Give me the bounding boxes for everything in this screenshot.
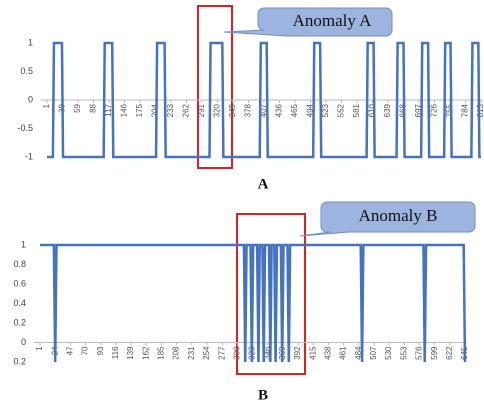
x-tick-label: 436 xyxy=(275,103,284,117)
anomaly-box xyxy=(236,213,306,375)
x-tick-label: 530 xyxy=(384,346,393,360)
x-tick-label: 576 xyxy=(415,346,424,360)
x-tick-label: 116 xyxy=(111,346,120,359)
y-tick-label: -1 xyxy=(25,151,33,161)
y-tick-label: 0 xyxy=(28,94,33,104)
series-line xyxy=(47,41,481,159)
x-tick-label: 93 xyxy=(96,346,105,355)
callout xyxy=(299,201,476,237)
x-tick-label: 599 xyxy=(430,346,439,360)
x-tick-label: 117 xyxy=(104,103,113,116)
x-tick-label: 461 xyxy=(339,346,348,360)
x-tick-label: 553 xyxy=(399,346,408,360)
caption: A xyxy=(258,176,269,192)
x-tick-label: 755 xyxy=(445,103,454,117)
x-tick-label: 1 xyxy=(35,346,44,351)
x-tick-label: 59 xyxy=(73,103,82,112)
series-line xyxy=(40,243,467,363)
x-tick-label: 320 xyxy=(213,103,222,117)
x-tick-label: 639 xyxy=(383,103,392,117)
x-tick-label: 697 xyxy=(414,103,423,117)
y-tick-label: 0.6 xyxy=(13,278,26,288)
x-tick-label: 146 xyxy=(120,103,129,117)
x-tick-label: 233 xyxy=(166,103,175,117)
y-tick-label: 0.4 xyxy=(13,298,26,308)
y-tick-label: 0.8 xyxy=(13,259,26,269)
x-tick-label: 277 xyxy=(217,346,226,360)
x-tick-label: 208 xyxy=(172,346,181,360)
x-tick-label: 254 xyxy=(202,346,211,360)
x-tick-label: 291 xyxy=(197,103,206,117)
x-tick-label: 162 xyxy=(141,346,150,360)
anomaly-box xyxy=(197,5,233,169)
x-tick-label: 415 xyxy=(308,346,317,360)
x-tick-label: 1 xyxy=(42,103,51,108)
x-tick-label: 507 xyxy=(369,346,378,360)
x-tick-label: 349 xyxy=(228,103,237,117)
caption: B xyxy=(258,387,268,403)
y-tick-label: 0.2 xyxy=(13,317,26,327)
x-tick-label: 139 xyxy=(126,346,135,360)
x-tick-label: 622 xyxy=(445,346,454,360)
x-tick-label: 70 xyxy=(81,346,90,355)
x-tick-label: 523 xyxy=(321,103,330,117)
x-tick-label: 784 xyxy=(461,103,470,117)
x-tick-label: 204 xyxy=(151,103,160,117)
x-tick-label: 726 xyxy=(430,103,439,117)
x-tick-label: 175 xyxy=(135,103,144,117)
x-tick-label: 484 xyxy=(354,346,363,360)
x-tick-label: 581 xyxy=(352,103,361,117)
x-tick-label: 438 xyxy=(324,346,333,360)
y-tick-label: 0.2 xyxy=(13,356,26,366)
y-tick-label: 1 xyxy=(21,239,26,249)
x-tick-label: 552 xyxy=(337,103,346,117)
x-tick-label: 185 xyxy=(157,346,166,360)
x-tick-label: 346 xyxy=(263,346,272,360)
callout xyxy=(223,7,393,37)
x-tick-label: 610 xyxy=(368,103,377,117)
x-tick-label: 231 xyxy=(187,346,196,360)
annotation: Anomaly B xyxy=(359,206,438,225)
y-tick-label: 1 xyxy=(28,37,33,47)
y-tick-label: 0.5 xyxy=(20,66,33,76)
annotation: Anomaly A xyxy=(293,11,373,30)
x-tick-label: 262 xyxy=(182,103,191,117)
x-tick-label: 494 xyxy=(306,103,315,117)
x-tick-label: 47 xyxy=(65,346,74,355)
x-tick-label: 300 xyxy=(232,346,241,360)
x-tick-label: 88 xyxy=(89,103,98,112)
x-tick-label: 407 xyxy=(259,103,268,117)
x-tick-label: 378 xyxy=(244,103,253,117)
y-tick-label: 0 xyxy=(21,337,26,347)
y-tick-label: -0.5 xyxy=(17,123,33,133)
x-tick-label: 465 xyxy=(290,103,299,117)
x-tick-label: 392 xyxy=(293,346,302,360)
